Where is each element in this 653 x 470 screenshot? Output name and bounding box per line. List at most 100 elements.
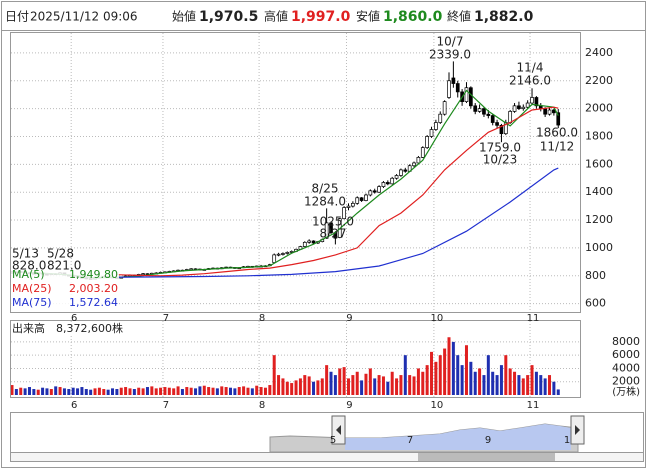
volume-bar (499, 365, 503, 395)
volume-bar (443, 348, 447, 395)
annotation-value: 821.0 (47, 259, 81, 273)
volume-bar (102, 389, 106, 395)
volume-bar (329, 371, 333, 395)
volume-bar (259, 387, 263, 395)
scrollbar (10, 452, 644, 462)
volume-bar (185, 387, 189, 395)
volume-title-box (11, 322, 131, 336)
volume-bar (45, 388, 49, 395)
volume-bar (456, 355, 460, 395)
candle-body (342, 207, 346, 220)
volume-bar (386, 381, 390, 395)
candle-body (281, 253, 285, 255)
volume-bar (150, 386, 154, 395)
volume-bar (469, 361, 473, 395)
volume-bar (508, 368, 512, 395)
volume-bar (403, 355, 407, 395)
x-tick-label: 7 (163, 313, 169, 324)
volume-bar (473, 371, 477, 395)
candle-body (285, 252, 290, 254)
candle-body (508, 111, 513, 123)
volume-bar (111, 388, 115, 395)
y-tick-label: 800 (585, 269, 606, 282)
volume-bar (373, 378, 377, 395)
x-tick-label: 6 (71, 400, 77, 411)
volume-bar (421, 371, 425, 395)
navigator-selection (345, 424, 571, 450)
volume-unit: (万株) (612, 385, 640, 398)
volume-bar (180, 389, 184, 395)
candle-body (324, 222, 329, 239)
x-tick-label: 9 (346, 400, 352, 411)
volume-bar (255, 385, 259, 395)
annotation-value: 828.0 (12, 259, 46, 273)
volume-bar (215, 388, 219, 395)
volume-bar (513, 371, 517, 395)
volume-bar (159, 387, 163, 395)
navigator-label: 9 (485, 435, 491, 446)
volume-bar (552, 381, 556, 395)
volume-bar (556, 389, 560, 395)
annotation-date: 5/28 (47, 247, 74, 261)
candle-body (473, 105, 478, 112)
candle-body (464, 87, 469, 103)
volume-bar (464, 345, 468, 395)
candle-body (272, 254, 277, 263)
candle-body (534, 97, 539, 107)
volume-bar (137, 387, 141, 395)
candle-body (469, 87, 473, 107)
candle-body (359, 197, 364, 201)
x-tick-label: 8 (259, 400, 265, 411)
candle-body (512, 105, 517, 112)
volume-bar (220, 386, 224, 395)
volume-bar (294, 380, 298, 395)
volume-bar (298, 378, 302, 395)
header-label: 終値 (447, 9, 471, 24)
volume-bar (49, 389, 53, 395)
ma-line (116, 106, 559, 277)
volume-bar (381, 376, 385, 395)
navigator-label: 1 (564, 435, 570, 446)
volume-bar (325, 365, 329, 395)
candle-body (390, 177, 395, 185)
header-label: 高値 (264, 9, 288, 24)
candle-body (311, 240, 316, 244)
candle-body (455, 83, 460, 93)
volume-bar (486, 355, 490, 395)
volume-bar (438, 355, 442, 395)
volume-bar (93, 388, 97, 395)
volume-bar (250, 388, 254, 395)
volume-bar (534, 371, 538, 395)
volume-bar (194, 388, 198, 395)
annotation-value: 2339.0 (429, 48, 471, 62)
candle-body (556, 112, 561, 126)
candle-body (307, 240, 312, 243)
volume-bar (399, 375, 403, 395)
volume-bar (163, 387, 167, 395)
volume-bar (425, 365, 429, 395)
volume-bar (416, 368, 420, 395)
volume-bar (176, 386, 180, 395)
volume-bar (67, 389, 71, 395)
volume-bar (32, 389, 36, 395)
legend-value: 1,949.80 (69, 268, 118, 281)
candle-body (438, 113, 443, 123)
volume-bar (290, 383, 294, 395)
handle-arrow (336, 425, 341, 435)
scrollbar-thumb[interactable] (418, 453, 555, 461)
candle-body (372, 190, 377, 193)
volume-panel (10, 320, 581, 398)
ma-line (116, 167, 559, 278)
y-tick-label: 1200 (585, 213, 613, 226)
annotation-date: 5/13 (12, 247, 39, 261)
volume-bar (119, 387, 123, 395)
volume-bar (447, 337, 451, 395)
candle-body (346, 205, 351, 208)
candle-body (447, 80, 451, 98)
volume-bar (97, 387, 101, 395)
volume-bar (539, 375, 543, 395)
legend-label: MA(25) (12, 282, 52, 295)
volume-bar (482, 375, 486, 395)
y-tick-label: 4000 (612, 361, 640, 374)
